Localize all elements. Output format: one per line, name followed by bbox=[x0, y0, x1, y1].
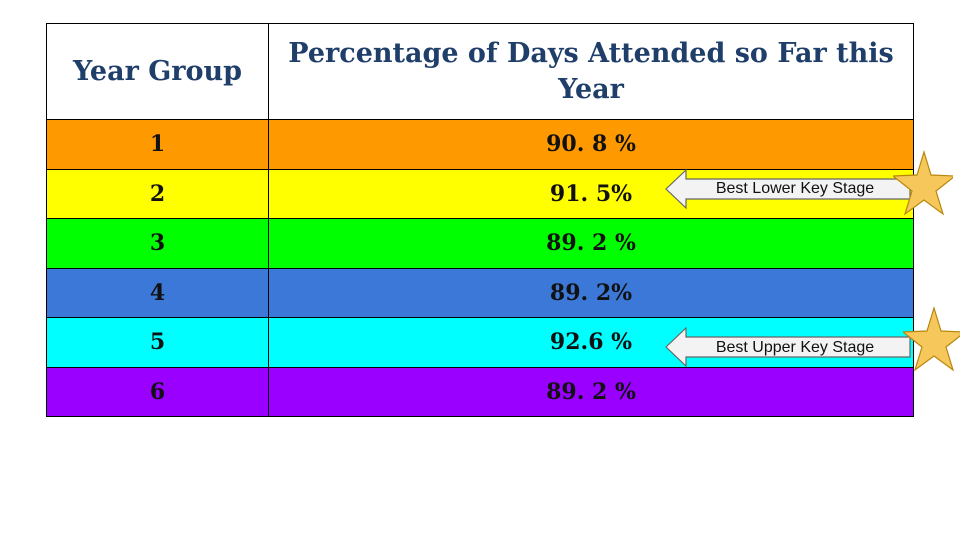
arrow-left-icon bbox=[665, 326, 911, 368]
callout-label: Best Upper Key Stage bbox=[715, 339, 875, 356]
table-row: 4 89. 2% bbox=[46, 267, 914, 318]
table-row: 3 89. 2 % bbox=[46, 218, 914, 269]
callout-best-lower-key-stage: Best Lower Key Stage bbox=[665, 150, 955, 216]
year-cell: 5 bbox=[46, 317, 269, 368]
percentage-cell: 89. 2 % bbox=[268, 218, 914, 269]
year-cell: 3 bbox=[46, 218, 269, 269]
year-cell: 6 bbox=[46, 366, 269, 417]
table-row: 1 90. 8 % bbox=[46, 119, 914, 170]
percentage-cell: 89. 2% bbox=[268, 267, 914, 318]
callout-best-upper-key-stage: Best Upper Key Stage bbox=[665, 306, 960, 372]
table-row: 2 91. 5% bbox=[46, 168, 914, 219]
percentage-cell: 91. 5% bbox=[268, 168, 914, 219]
star-icon bbox=[903, 306, 960, 372]
table-row: 6 89. 2 % bbox=[46, 366, 914, 417]
percentage-cell: 90. 8 % bbox=[268, 119, 914, 170]
callout-label: Best Lower Key Stage bbox=[715, 180, 875, 197]
percentage-cell: 89. 2 % bbox=[268, 366, 914, 417]
year-cell: 4 bbox=[46, 267, 269, 318]
header-row: Year Group Percentage of Days Attended s… bbox=[46, 23, 914, 120]
star-icon bbox=[893, 150, 953, 216]
header-year-group: Year Group bbox=[46, 23, 269, 120]
attendance-table: Year Group Percentage of Days Attended s… bbox=[46, 23, 914, 417]
header-percentage: Percentage of Days Attended so Far this … bbox=[268, 23, 914, 120]
year-cell: 1 bbox=[46, 119, 269, 170]
year-cell: 2 bbox=[46, 168, 269, 219]
